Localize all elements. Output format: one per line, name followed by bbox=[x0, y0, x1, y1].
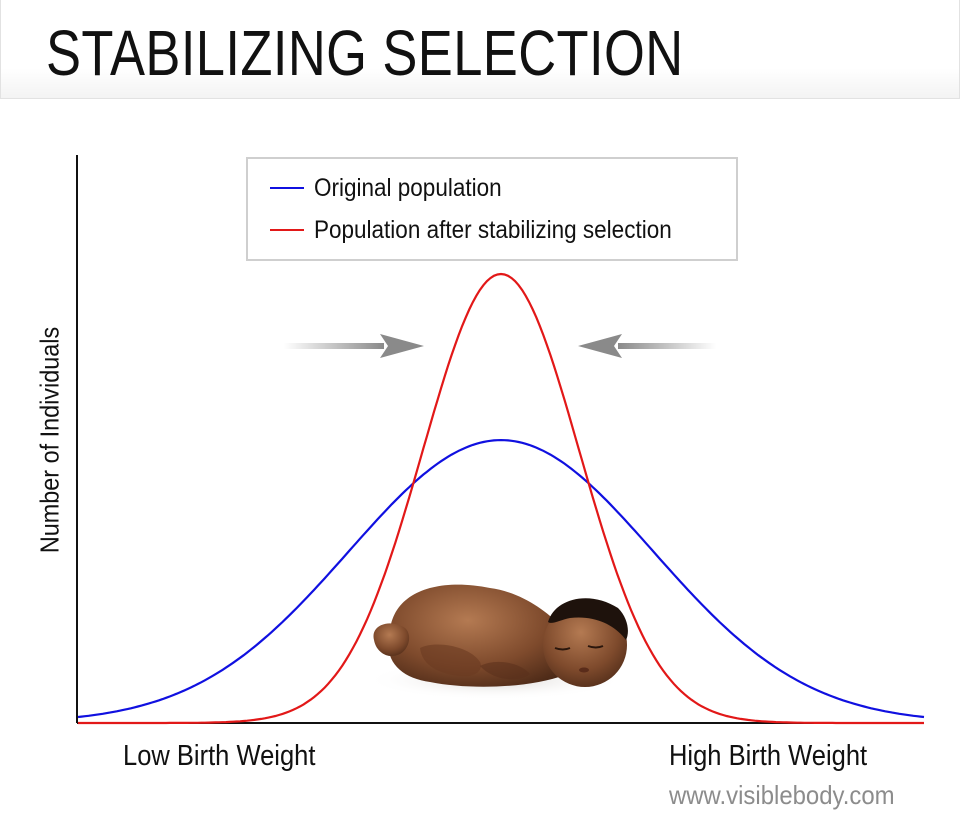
chart-title: STABILIZING SELECTION bbox=[46, 17, 684, 89]
legend-label-original: Original population bbox=[314, 173, 502, 202]
legend-item-after: Population after stabilizing selection bbox=[270, 215, 711, 245]
series-line-original bbox=[77, 438, 925, 719]
x-axis-label-high: High Birth Weight bbox=[669, 740, 868, 772]
arrow-layer bbox=[284, 334, 716, 358]
series-layer bbox=[77, 272, 925, 725]
x-axis-label-low: Low Birth Weight bbox=[123, 740, 316, 772]
y-axis-label: Number of Individuals bbox=[34, 326, 65, 554]
legend-swatch-original bbox=[270, 187, 304, 189]
legend-swatch-after bbox=[270, 229, 304, 231]
watermark-url: www.visiblebody.com bbox=[669, 780, 895, 810]
legend-label-after: Population after stabilizing selection bbox=[314, 215, 672, 244]
newborn-baby-illustration bbox=[365, 584, 628, 700]
selection-arrow-right bbox=[284, 334, 424, 358]
header-border-left bbox=[0, 0, 1, 98]
series-line-after bbox=[78, 272, 924, 725]
legend: Original population Population after sta… bbox=[246, 157, 738, 261]
header-band bbox=[0, 0, 960, 99]
legend-item-original: Original population bbox=[270, 173, 522, 203]
selection-arrow-left bbox=[578, 334, 716, 358]
